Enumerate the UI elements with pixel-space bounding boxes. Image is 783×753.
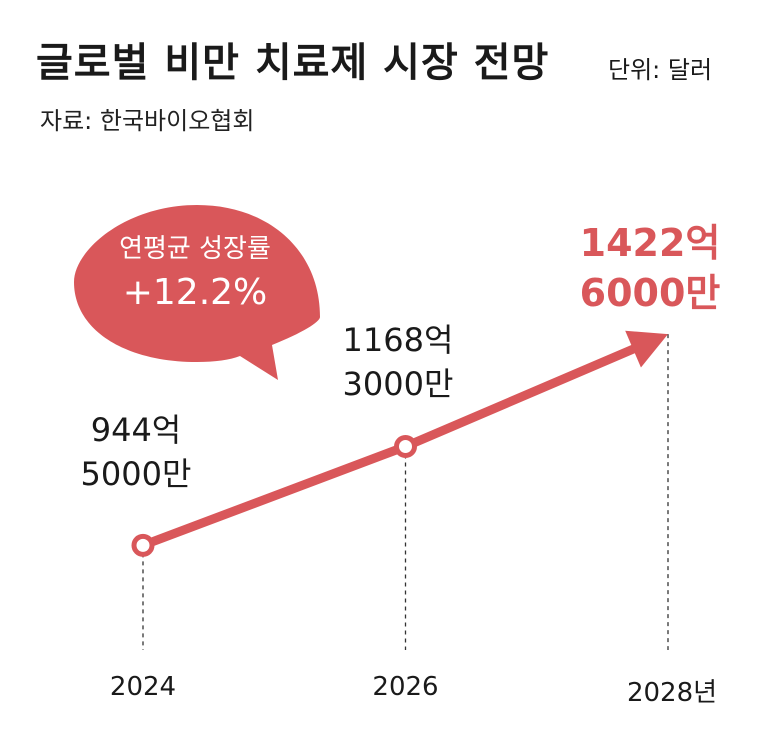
arrow-head bbox=[625, 330, 668, 368]
data-point-2026 bbox=[394, 435, 417, 459]
data-label-line: 1168억 bbox=[342, 321, 454, 359]
data-label-2024: 944억 5000만 bbox=[81, 408, 192, 496]
x-tick-label: 2026 bbox=[372, 672, 439, 702]
data-label-2028년: 1422억 6000만 bbox=[580, 218, 721, 318]
callout-growth-value: +12.2% bbox=[122, 272, 268, 313]
data-label-line: 5000만 bbox=[80, 455, 192, 493]
x-tick-label: 2028년 bbox=[626, 678, 718, 708]
x-tick-label: 2024 bbox=[109, 672, 177, 702]
chart-title: 글로벌 비만 치료제 시장 전망 bbox=[36, 40, 550, 86]
data-point-2024 bbox=[131, 533, 155, 557]
data-label-line: 6000만 bbox=[579, 271, 721, 315]
unit-label: 단위: 달러 bbox=[608, 56, 713, 84]
data-label-line: 944억 bbox=[90, 411, 182, 449]
data-label-2026: 1168억 3000만 bbox=[343, 318, 454, 406]
callout-bubble bbox=[74, 205, 320, 380]
callout-growth-label: 연평균 성장률 bbox=[119, 234, 271, 264]
source-label: 자료: 한국바이오협회 bbox=[40, 107, 255, 135]
data-label-line: 3000만 bbox=[342, 365, 454, 403]
data-label-line: 1422억 bbox=[579, 221, 721, 265]
